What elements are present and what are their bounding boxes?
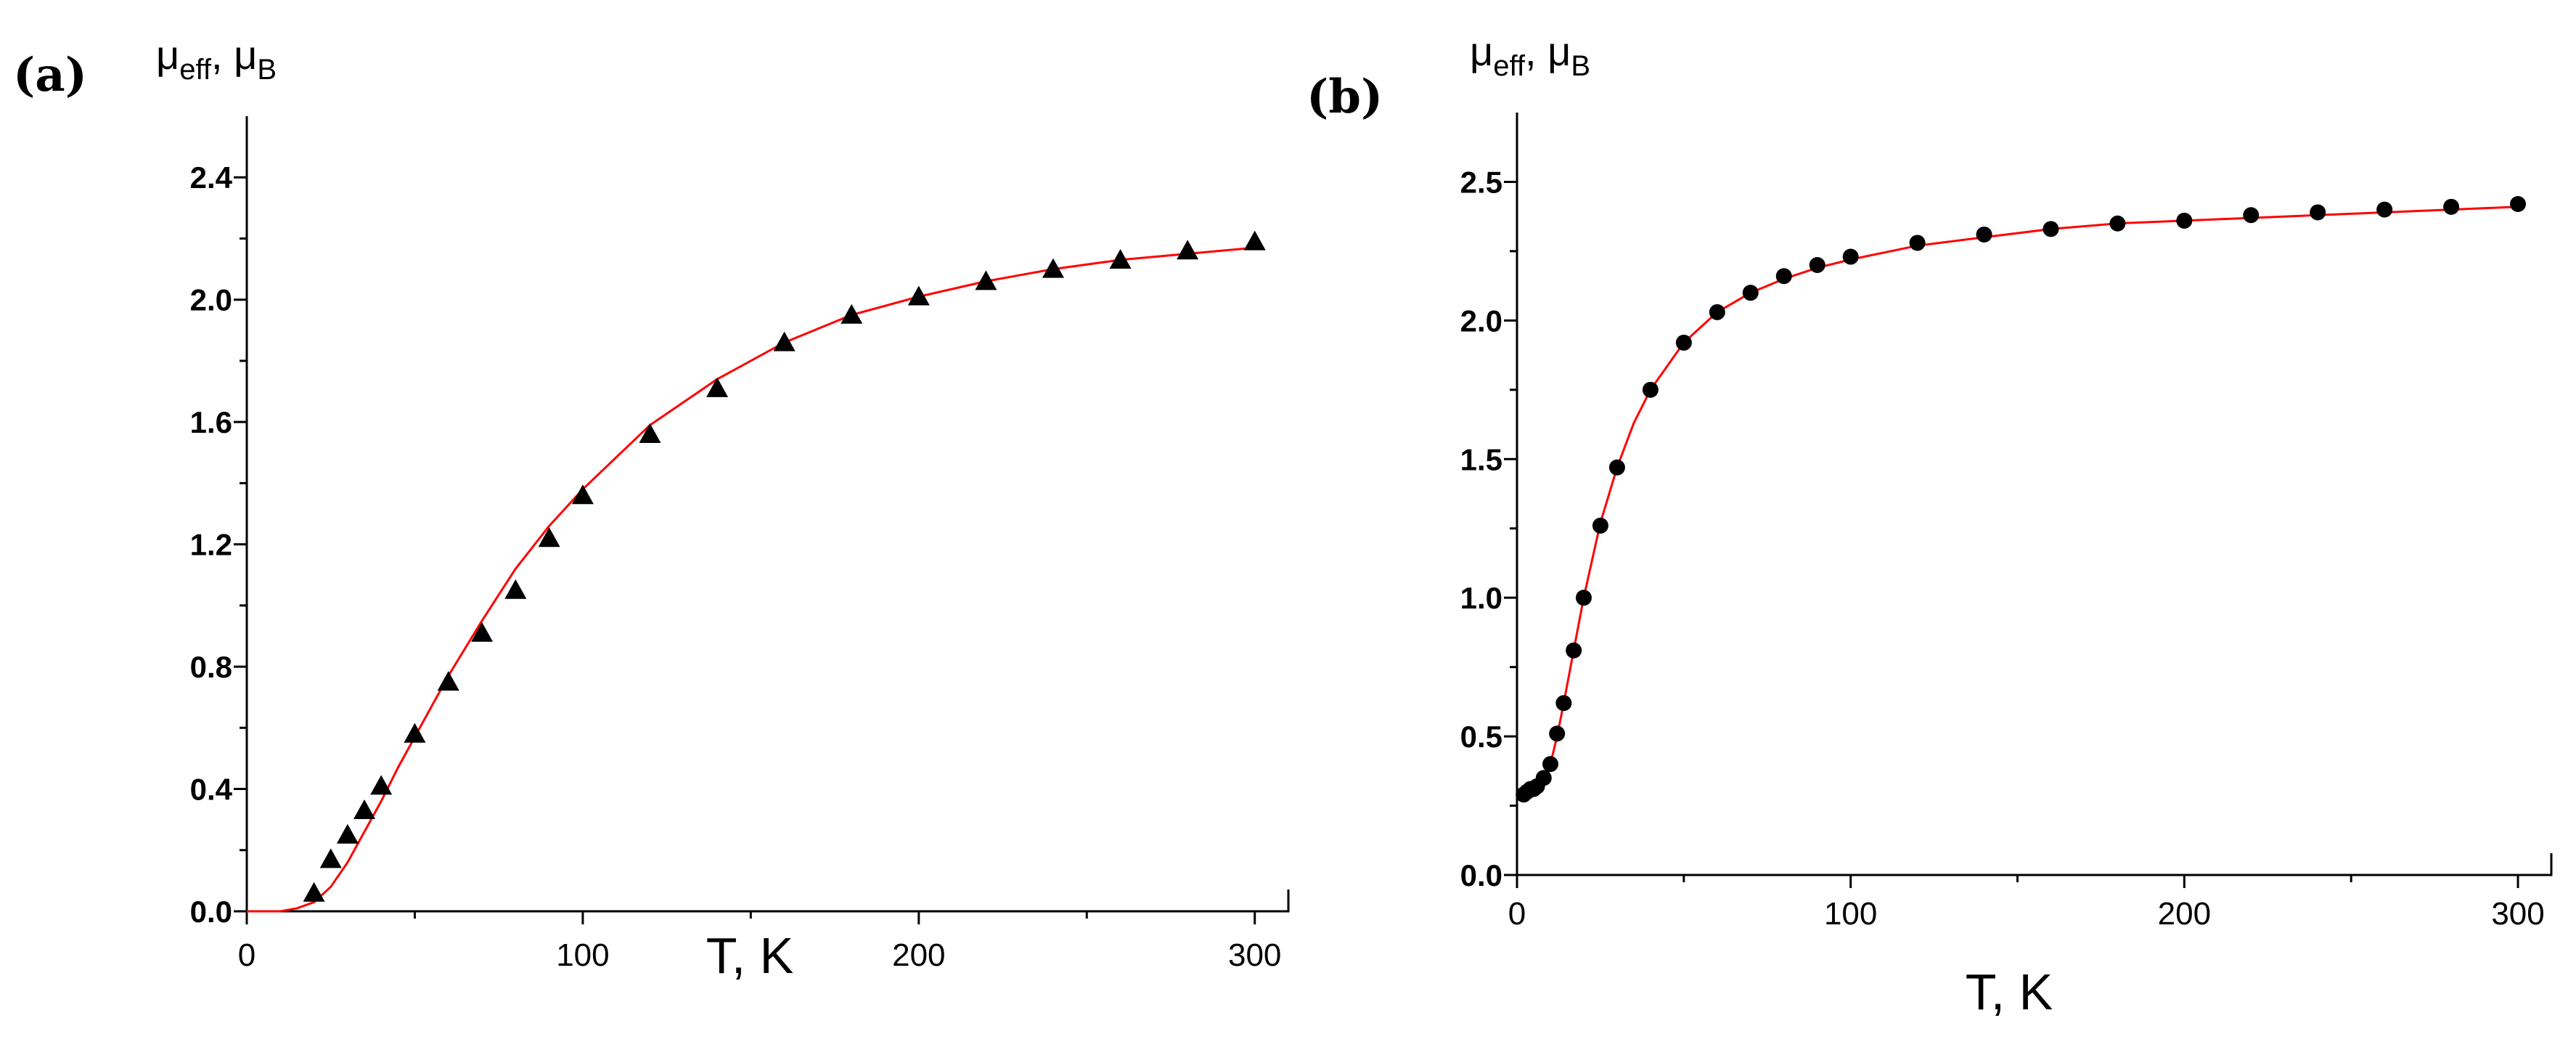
- circle-marker: [1909, 235, 1926, 251]
- x-tick-label: 200: [2158, 896, 2211, 932]
- panel-a-data-points: [303, 230, 1266, 902]
- triangle-marker: [1177, 240, 1199, 260]
- triangle-marker: [538, 527, 560, 548]
- circle-marker: [1709, 304, 1725, 320]
- circle-marker: [1976, 227, 1992, 243]
- circle-marker: [1809, 257, 1825, 273]
- triangle-marker: [404, 723, 426, 743]
- circle-marker: [1575, 590, 1592, 606]
- y-tick-label: 0.8: [190, 650, 232, 684]
- triangle-marker: [571, 484, 594, 505]
- panel-a-y-ticks: 0.0 0.4 0.8 1.2 1.6 2.0 2.4: [190, 160, 247, 929]
- x-tick-label: 0: [238, 937, 255, 973]
- triangle-marker: [1109, 248, 1132, 269]
- circle-marker: [1775, 268, 1792, 285]
- panel-b-axes-frame: [1516, 113, 2553, 876]
- triangle-marker: [1042, 258, 1064, 278]
- triangle-marker: [975, 270, 997, 290]
- panel-b-x-axis-title: T, K: [1966, 964, 2053, 1020]
- circle-marker: [2510, 196, 2527, 212]
- panel-a-chart: (a) μeff, μB 0.0 0.4 0.8 1.2 1.6 2.0 2.4 0 100 2…: [13, 32, 1290, 984]
- x-tick-label: 0: [1508, 896, 1526, 932]
- circle-marker: [1608, 459, 1625, 476]
- panel-a-fit-line: [247, 246, 1255, 913]
- circle-marker: [1742, 285, 1759, 301]
- panel-b-data-points: [1516, 196, 2527, 803]
- panel-a-axes-frame: [245, 116, 1290, 913]
- circle-marker: [2176, 212, 2193, 229]
- circle-marker: [2310, 204, 2326, 221]
- circle-marker: [1642, 381, 1659, 398]
- x-tick-label: 300: [2491, 896, 2544, 932]
- triangle-marker: [639, 423, 661, 443]
- y-tick-label: 1.0: [1460, 581, 1502, 615]
- panel-b-y-ticks: 0.0 0.5 1.0 1.5 2.0 2.5: [1460, 165, 1517, 892]
- triangle-marker: [504, 579, 527, 599]
- triangle-marker: [471, 622, 494, 642]
- circle-marker: [1842, 248, 1859, 265]
- circle-marker: [1555, 695, 1572, 712]
- panel-a-y-axis-title: μeff, μB: [156, 32, 277, 86]
- y-tick-label: 1.6: [190, 405, 232, 439]
- circle-marker: [1549, 725, 1566, 742]
- triangle-marker: [353, 799, 376, 820]
- y-tick-label: 0.0: [1460, 858, 1502, 892]
- triangle-marker: [907, 285, 930, 306]
- x-tick-label: 200: [892, 937, 945, 973]
- y-tick-label: 1.5: [1460, 442, 1502, 476]
- y-tick-label: 2.0: [1460, 304, 1502, 338]
- circle-marker: [2443, 198, 2460, 215]
- panel-label-b: (b): [1307, 70, 1383, 124]
- panel-b-x-ticks: 0 100 200 300: [1508, 875, 2545, 932]
- y-tick-label: 2.4: [190, 160, 233, 195]
- triangle-marker: [706, 377, 729, 397]
- y-tick-label: 2.5: [1460, 165, 1502, 199]
- x-tick-label: 100: [1824, 896, 1877, 932]
- panel-a-x-axis-title: T, K: [706, 927, 794, 984]
- triangle-marker: [841, 304, 863, 324]
- triangle-marker: [773, 331, 796, 351]
- y-tick-label: 2.0: [190, 283, 232, 317]
- y-tick-label: 0.4: [190, 773, 233, 807]
- y-tick-label: 0.5: [1460, 720, 1502, 754]
- panel-b-y-axis-title: μeff, μB: [1470, 28, 1590, 82]
- triangle-marker: [437, 671, 459, 691]
- circle-marker: [2109, 215, 2126, 232]
- panel-b-chart: (b) μeff, μB 0.0 0.5 1.0 1.5 2.0 2.5 0 100 200 3…: [1307, 28, 2553, 1020]
- circle-marker: [2043, 221, 2059, 237]
- x-tick-label: 300: [1228, 937, 1281, 973]
- circle-marker: [1535, 770, 1552, 786]
- triangle-marker: [336, 823, 359, 844]
- triangle-marker: [319, 848, 342, 868]
- circle-marker: [1542, 756, 1558, 773]
- y-tick-label: 1.2: [190, 528, 232, 562]
- circle-marker: [2243, 207, 2260, 224]
- triangle-marker: [303, 882, 325, 902]
- y-tick-label: 0.0: [190, 895, 232, 929]
- triangle-marker: [1243, 230, 1266, 251]
- circle-marker: [1592, 517, 1608, 534]
- circle-marker: [1566, 642, 1582, 659]
- panel-a-x-ticks: 0 100 200 300: [238, 911, 1281, 973]
- circle-marker: [1675, 334, 1692, 351]
- panel-label-a: (a): [13, 48, 87, 102]
- triangle-marker: [370, 775, 393, 795]
- x-tick-label: 100: [556, 937, 609, 973]
- panel-b-fit-line: [1523, 205, 2519, 796]
- circle-marker: [2376, 201, 2393, 218]
